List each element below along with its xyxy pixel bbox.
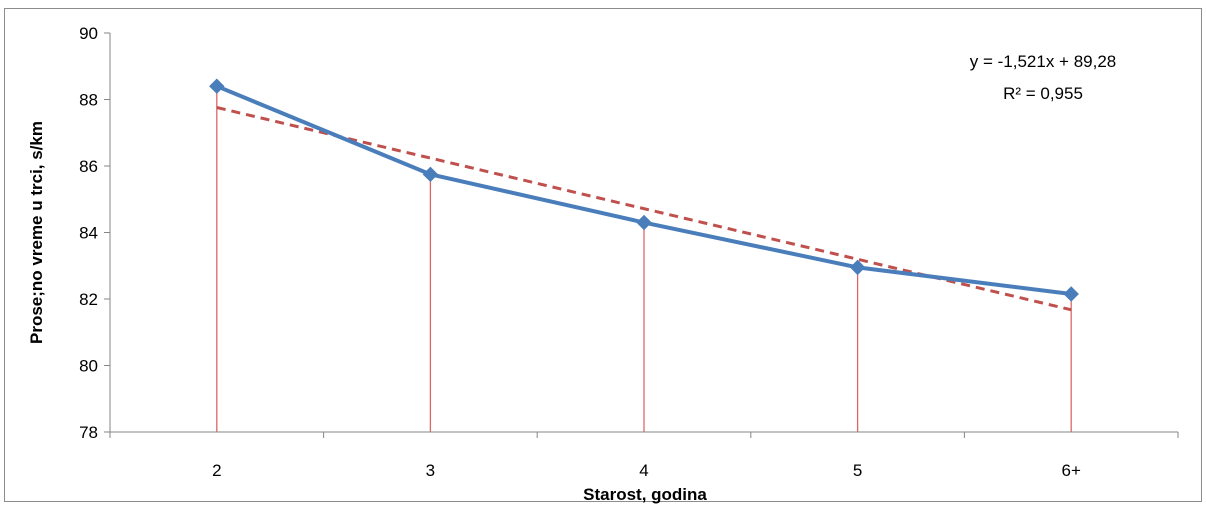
trendline-group xyxy=(216,106,1072,312)
data-point-marker xyxy=(636,214,652,231)
x-tick-label: 2 xyxy=(212,461,221,480)
x-ticks: 2 3 4 5 6+ xyxy=(109,432,1179,480)
drop-lines xyxy=(216,86,1072,432)
y-tick-label: 78 xyxy=(79,423,98,442)
y-ticks: 78 80 82 84 86 88 90 xyxy=(79,24,110,442)
y-tick-label: 80 xyxy=(79,357,98,376)
x-tick-label: 3 xyxy=(426,461,435,480)
y-tick-label: 86 xyxy=(79,157,98,176)
data-point-marker xyxy=(849,259,866,276)
x-tick-label: 4 xyxy=(639,461,648,480)
y-axis-title: Prose;no vreme u trci, s/km xyxy=(27,121,46,344)
data-point-marker xyxy=(1063,286,1079,302)
chart-frame xyxy=(4,8,1202,502)
data-point-marker xyxy=(422,166,439,183)
x-tick-label: 6+ xyxy=(1062,461,1081,480)
y-tick-label: 82 xyxy=(79,290,98,309)
y-tick-label: 88 xyxy=(79,91,98,110)
data-point-marker xyxy=(209,78,225,94)
x-axis-title: Starost, godina xyxy=(583,485,707,504)
trendline xyxy=(216,106,1072,312)
y-tick-label: 84 xyxy=(79,224,98,243)
series-group xyxy=(209,78,1079,302)
trendline-equation: y = -1,521x + 89,28 xyxy=(970,52,1117,71)
trendline-r-squared: R² = 0,955 xyxy=(1003,84,1083,103)
y-tick-label: 90 xyxy=(79,24,98,43)
x-tick-label: 5 xyxy=(853,461,862,480)
